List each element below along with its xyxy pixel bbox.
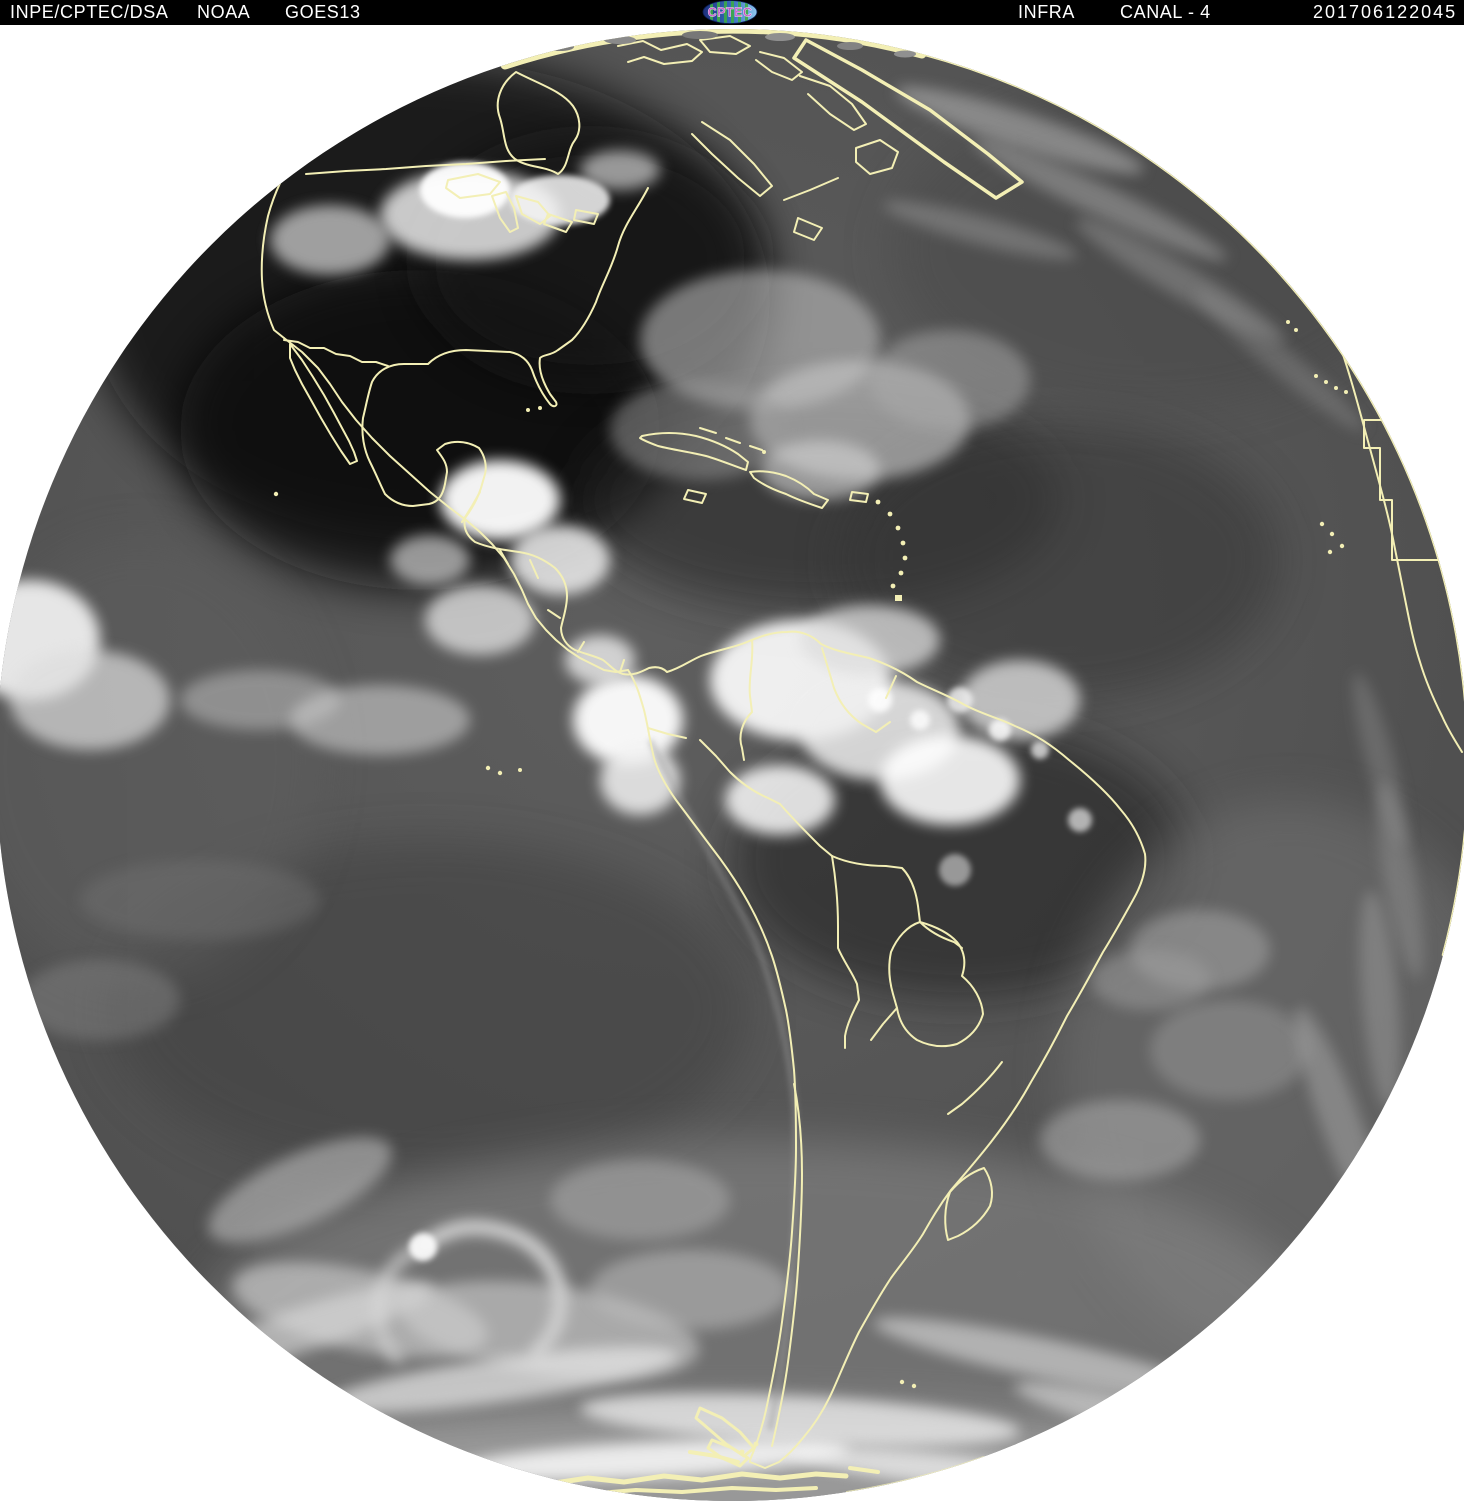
bolivia-chile-border bbox=[831, 855, 860, 1049]
disk-rim bbox=[920, 52, 1464, 957]
great-lakes bbox=[491, 191, 519, 233]
peru-bolivia-border bbox=[779, 803, 833, 857]
baja-california-coast bbox=[289, 343, 358, 465]
cptec-logo: CPTEC bbox=[702, 0, 758, 24]
bahamas bbox=[699, 427, 763, 451]
jamaica-coast bbox=[683, 489, 707, 504]
hudson-bay-coast bbox=[496, 71, 581, 175]
labrador-coast bbox=[691, 121, 773, 197]
us-mexico-border bbox=[283, 339, 389, 367]
logo-stripes bbox=[710, 1, 748, 23]
mexico-guatemala-border bbox=[461, 491, 481, 523]
great-lakes bbox=[445, 173, 501, 199]
puerto-rico-coast bbox=[849, 491, 869, 503]
arctic-islands bbox=[617, 40, 703, 65]
venezuela-brazil-border bbox=[821, 647, 897, 733]
great-lakes bbox=[543, 213, 573, 233]
africa-west-coast bbox=[1317, 291, 1463, 753]
antarctica-coast bbox=[584, 1486, 818, 1496]
st-lawrence-coast bbox=[783, 177, 839, 201]
island-dots bbox=[273, 320, 1348, 1455]
arctic-islands bbox=[755, 51, 803, 81]
arctic-islands bbox=[699, 35, 751, 55]
ecuador-border bbox=[647, 727, 687, 739]
newfoundland-coast bbox=[855, 139, 899, 175]
tierra-del-fuego-coast bbox=[706, 1438, 750, 1468]
pacific-coast bbox=[283, 337, 629, 673]
agency-label: INPE/CPTEC/DSA bbox=[10, 2, 169, 22]
south-america-west-coast bbox=[627, 669, 797, 1461]
chile-argentina-border bbox=[771, 1083, 803, 1447]
brazil-south-border bbox=[947, 1061, 1003, 1115]
timestamp-label: 201706122045 bbox=[1313, 2, 1458, 22]
great-lakes bbox=[573, 209, 599, 225]
uruguay-border bbox=[944, 1167, 993, 1241]
cuba-coast bbox=[639, 432, 749, 471]
us-canada-border bbox=[305, 158, 546, 175]
arctic-islands bbox=[799, 75, 867, 131]
band-label: INFRA bbox=[1018, 2, 1075, 22]
earth-disk bbox=[0, 29, 1464, 1501]
satellite-label: GOES13 bbox=[285, 2, 361, 22]
channel-label: CANAL - 4 bbox=[1120, 2, 1211, 22]
argentina-paraguay-border bbox=[870, 1007, 898, 1041]
greenland-coast bbox=[792, 38, 1024, 200]
bolivia-border bbox=[831, 855, 963, 949]
paraguay-border bbox=[888, 921, 984, 1048]
colombia-venezuela-border bbox=[739, 639, 754, 761]
antarctica-coast bbox=[688, 1450, 880, 1474]
hispaniola-coast bbox=[749, 470, 829, 509]
central-america-borders bbox=[499, 549, 625, 673]
atlantic-coast bbox=[361, 187, 1147, 1469]
nova-scotia-coast bbox=[793, 217, 823, 241]
noaa-label: NOAA bbox=[197, 2, 251, 22]
antarctica-coast bbox=[545, 1471, 849, 1487]
peru-brazil-border bbox=[699, 739, 781, 805]
logo-text: CPTEC bbox=[708, 6, 753, 20]
